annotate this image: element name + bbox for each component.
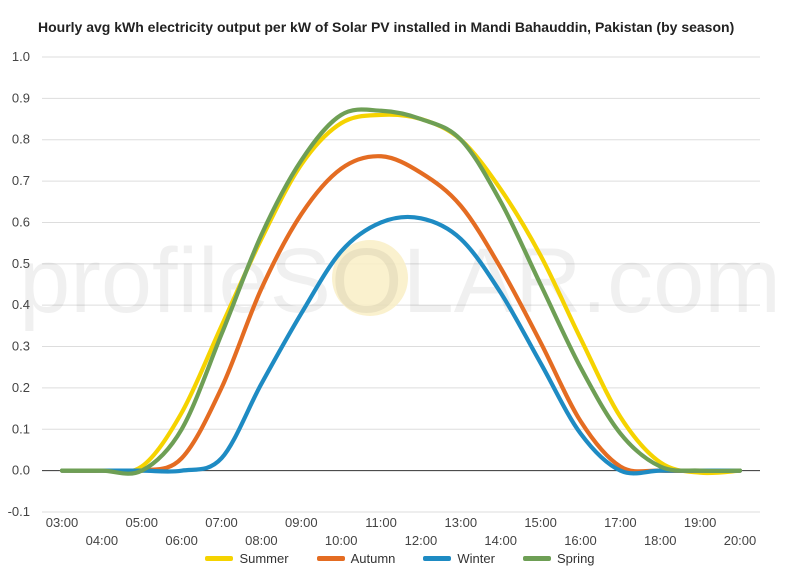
- x-tick-label: 12:00: [405, 533, 438, 548]
- legend-item-spring: Spring: [522, 549, 595, 567]
- legend-item-winter: Winter: [423, 549, 495, 567]
- x-tick-label: 08:00: [245, 533, 278, 548]
- y-tick-label: 0.7: [12, 173, 30, 188]
- y-tick-label: 0.4: [12, 297, 30, 312]
- legend-item-autumn: Autumn: [316, 549, 396, 567]
- y-tick-label: 0.9: [12, 90, 30, 105]
- y-tick-label: 0.5: [12, 256, 30, 271]
- x-tick-label: 09:00: [285, 515, 318, 530]
- legend-swatch: [316, 555, 345, 561]
- series-lines: [59, 107, 743, 476]
- y-tick-label: 0.8: [12, 132, 30, 147]
- legend-swatch: [522, 555, 551, 561]
- y-tick-label: 0.3: [12, 339, 30, 354]
- series-line-spring: [59, 107, 743, 476]
- y-tick-label: -0.1: [8, 504, 30, 519]
- y-tick-label: 0.0: [12, 463, 30, 478]
- watermark: profileSOLAR.com: [19, 230, 781, 332]
- legend-swatch: [423, 555, 452, 561]
- y-tick-label: 1.0: [12, 49, 30, 64]
- legend-label: Spring: [556, 550, 595, 566]
- x-tick-label: 10:00: [325, 533, 358, 548]
- legend-label: Autumn: [350, 550, 396, 566]
- legend-label: Winter: [457, 550, 495, 566]
- x-tick-label: 17:00: [604, 515, 637, 530]
- x-tick-label: 11:00: [365, 515, 397, 530]
- series-line-winter: [59, 214, 743, 476]
- legend-item-summer: Summer: [205, 549, 289, 567]
- x-tick-label: 06:00: [165, 533, 198, 548]
- y-axis: 1.0 0.9 0.8 0.7 0.6 0.5 0.4 0.3 0.2 0.1 0.0 -0.1: [8, 49, 30, 519]
- watermark-text: profileSOLAR.com: [19, 230, 781, 332]
- watermark-sun-icon: [332, 240, 408, 316]
- x-tick-label: 19:00: [684, 515, 717, 530]
- x-tick-label: 18:00: [644, 533, 677, 548]
- x-tick-label: 03:00: [46, 515, 79, 530]
- legend-swatch: [205, 555, 234, 561]
- chart-legend: Summer Autumn Winter Spring: [0, 549, 800, 567]
- x-tick-label: 05:00: [125, 515, 158, 530]
- x-tick-label: 20:00: [724, 533, 757, 548]
- series-line-autumn: [59, 154, 743, 474]
- y-tick-label: 0.2: [12, 380, 30, 395]
- y-tick-label: 0.1: [12, 421, 30, 436]
- x-tick-label: 16:00: [564, 533, 597, 548]
- x-tick-label: 15:00: [524, 515, 557, 530]
- x-axis: 03:00 04:00 05:00 06:00 07:00 08:00 09:00 10:00…: [46, 515, 757, 548]
- x-tick-label: 04:00: [86, 533, 119, 548]
- x-tick-label: 14:00: [484, 533, 517, 548]
- x-tick-label: 13:00: [445, 515, 478, 530]
- x-tick-label: 07:00: [205, 515, 238, 530]
- y-tick-label: 0.6: [12, 214, 30, 229]
- chart-title: Hourly avg kWh electricity output per kW…: [38, 19, 735, 35]
- legend-label: Summer: [239, 550, 289, 566]
